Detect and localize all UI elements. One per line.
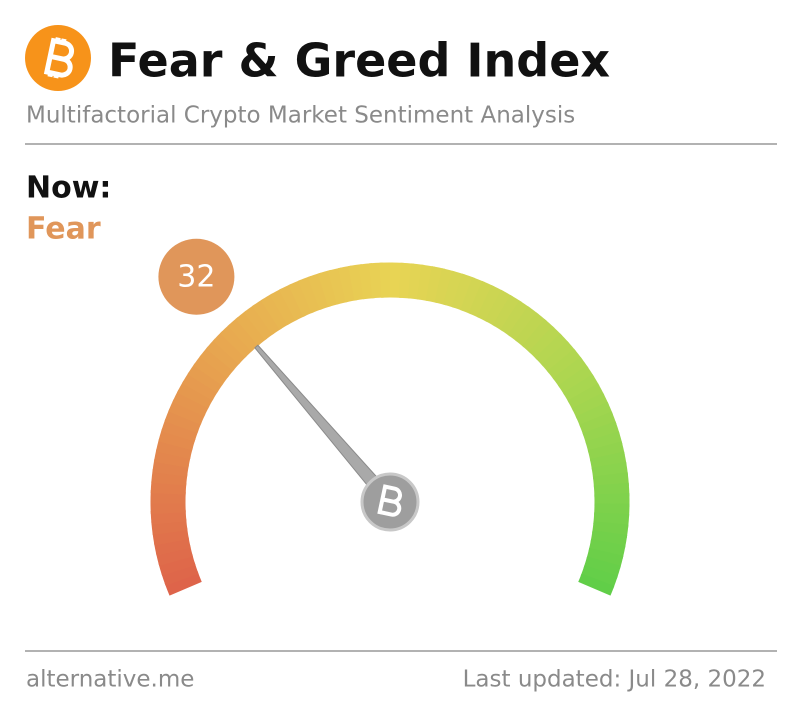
title: Fear & Greed Index	[108, 34, 610, 88]
source: alternative.me	[26, 667, 194, 693]
subtitle: Multifactorial Crypto Market Sentiment A…	[26, 103, 575, 129]
bitcoin-glyph	[43, 37, 75, 79]
gauge-arc	[150, 262, 630, 596]
value-bubble	[158, 238, 235, 315]
arc-segment	[578, 573, 615, 596]
value-label: 32	[177, 259, 215, 294]
hub-glyph	[377, 484, 402, 517]
last-updated: Last updated: Jul 28, 2022	[463, 667, 766, 693]
gauge: 32	[158, 238, 420, 532]
now-label: Now:	[26, 171, 111, 206]
classification: Fear	[26, 212, 101, 247]
